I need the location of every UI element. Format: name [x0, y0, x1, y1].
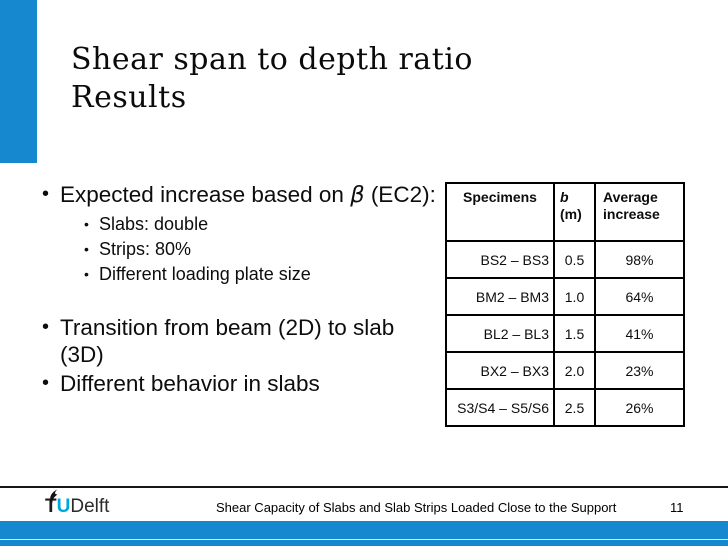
column-header-specimens: Specimens [445, 182, 555, 242]
cell-specimens: BM2 – BM3 [445, 277, 555, 316]
table-row: BX2 – BX3 2.0 23% [445, 351, 685, 390]
bullet-icon: • [84, 241, 89, 257]
cell-average: 98% [594, 240, 685, 279]
cell-specimens: BX2 – BX3 [445, 351, 555, 390]
cell-average: 26% [594, 388, 685, 427]
page-title: Shear span to depth ratio Results [71, 41, 591, 117]
cell-b: 2.0 [553, 351, 596, 390]
sub-list-item-loading-plate: • Different loading plate size [83, 262, 450, 287]
table-header-row: Specimens b (m) Average increase [445, 182, 685, 242]
bullet-icon: • [84, 216, 89, 232]
table-row: S3/S4 – S5/S6 2.5 26% [445, 388, 685, 427]
accent-sidebar [0, 0, 37, 163]
bullet-icon: • [84, 266, 89, 282]
cell-b: 0.5 [553, 240, 596, 279]
table-row: BM2 – BM3 1.0 64% [445, 277, 685, 316]
beta-symbol: β [350, 182, 365, 208]
sub-list-item-text: Strips: 80% [99, 239, 192, 259]
bullet-icon: • [42, 183, 50, 205]
list-item-text-post: (EC2): [364, 182, 436, 207]
cell-specimens: BS2 – BS3 [445, 240, 555, 279]
table-row: BS2 – BS3 0.5 98% [445, 240, 685, 279]
list-item-text: Transition from beam (2D) to slab (3D) [60, 315, 395, 367]
bottom-accent-bar [0, 521, 728, 546]
cell-specimens: S3/S4 – S5/S6 [445, 388, 555, 427]
title-line-2: Results [71, 80, 187, 115]
cell-specimens: BL2 – BL3 [445, 314, 555, 353]
list-item-text-pre: Expected increase based on [60, 182, 351, 207]
tudelft-logo: TUDelft [45, 489, 110, 517]
list-item-transition: • Transition from beam (2D) to slab (3D) [40, 314, 450, 368]
bullet-icon: • [42, 316, 50, 338]
cell-b: 1.5 [553, 314, 596, 353]
sub-list-item-slabs: • Slabs: double [83, 212, 450, 237]
sub-list-item-text: Slabs: double [99, 214, 209, 234]
list-item-expected-increase: • Expected increase based on β (EC2): [40, 181, 450, 209]
logo-letter-u: U [56, 496, 71, 517]
b-symbol: b [560, 189, 569, 205]
cell-b: 1.0 [553, 277, 596, 316]
footer-caption: Shear Capacity of Slabs and Slab Strips … [216, 500, 617, 515]
cell-average: 41% [594, 314, 685, 353]
list-item-text: Different behavior in slabs [60, 371, 320, 396]
bottom-bar-hairline [0, 539, 728, 540]
column-header-b: b (m) [553, 182, 596, 242]
logo-letter-t: T [45, 496, 57, 517]
title-line-1: Shear span to depth ratio [71, 42, 473, 77]
sub-list-item-text: Different loading plate size [99, 264, 311, 284]
cell-b: 2.5 [553, 388, 596, 427]
b-unit: (m) [560, 206, 582, 222]
footer-divider [0, 486, 728, 488]
cell-average: 64% [594, 277, 685, 316]
list-item-text: Expected increase based on β (EC2): [60, 181, 436, 209]
list-item-behavior: • Different behavior in slabs [40, 370, 450, 397]
column-header-average-increase: Average increase [594, 182, 685, 242]
bullet-list: • Expected increase based on β (EC2): • … [40, 181, 450, 397]
cell-average: 23% [594, 351, 685, 390]
table-row: BL2 – BL3 1.5 41% [445, 314, 685, 353]
sub-list-item-strips: • Strips: 80% [83, 237, 450, 262]
logo-word-delft: Delft [70, 496, 110, 517]
flame-icon [46, 488, 59, 507]
bullet-icon: • [42, 372, 50, 394]
page-number: 11 [670, 500, 684, 515]
results-table: Specimens b (m) Average increase BS2 – BS… [445, 182, 685, 427]
